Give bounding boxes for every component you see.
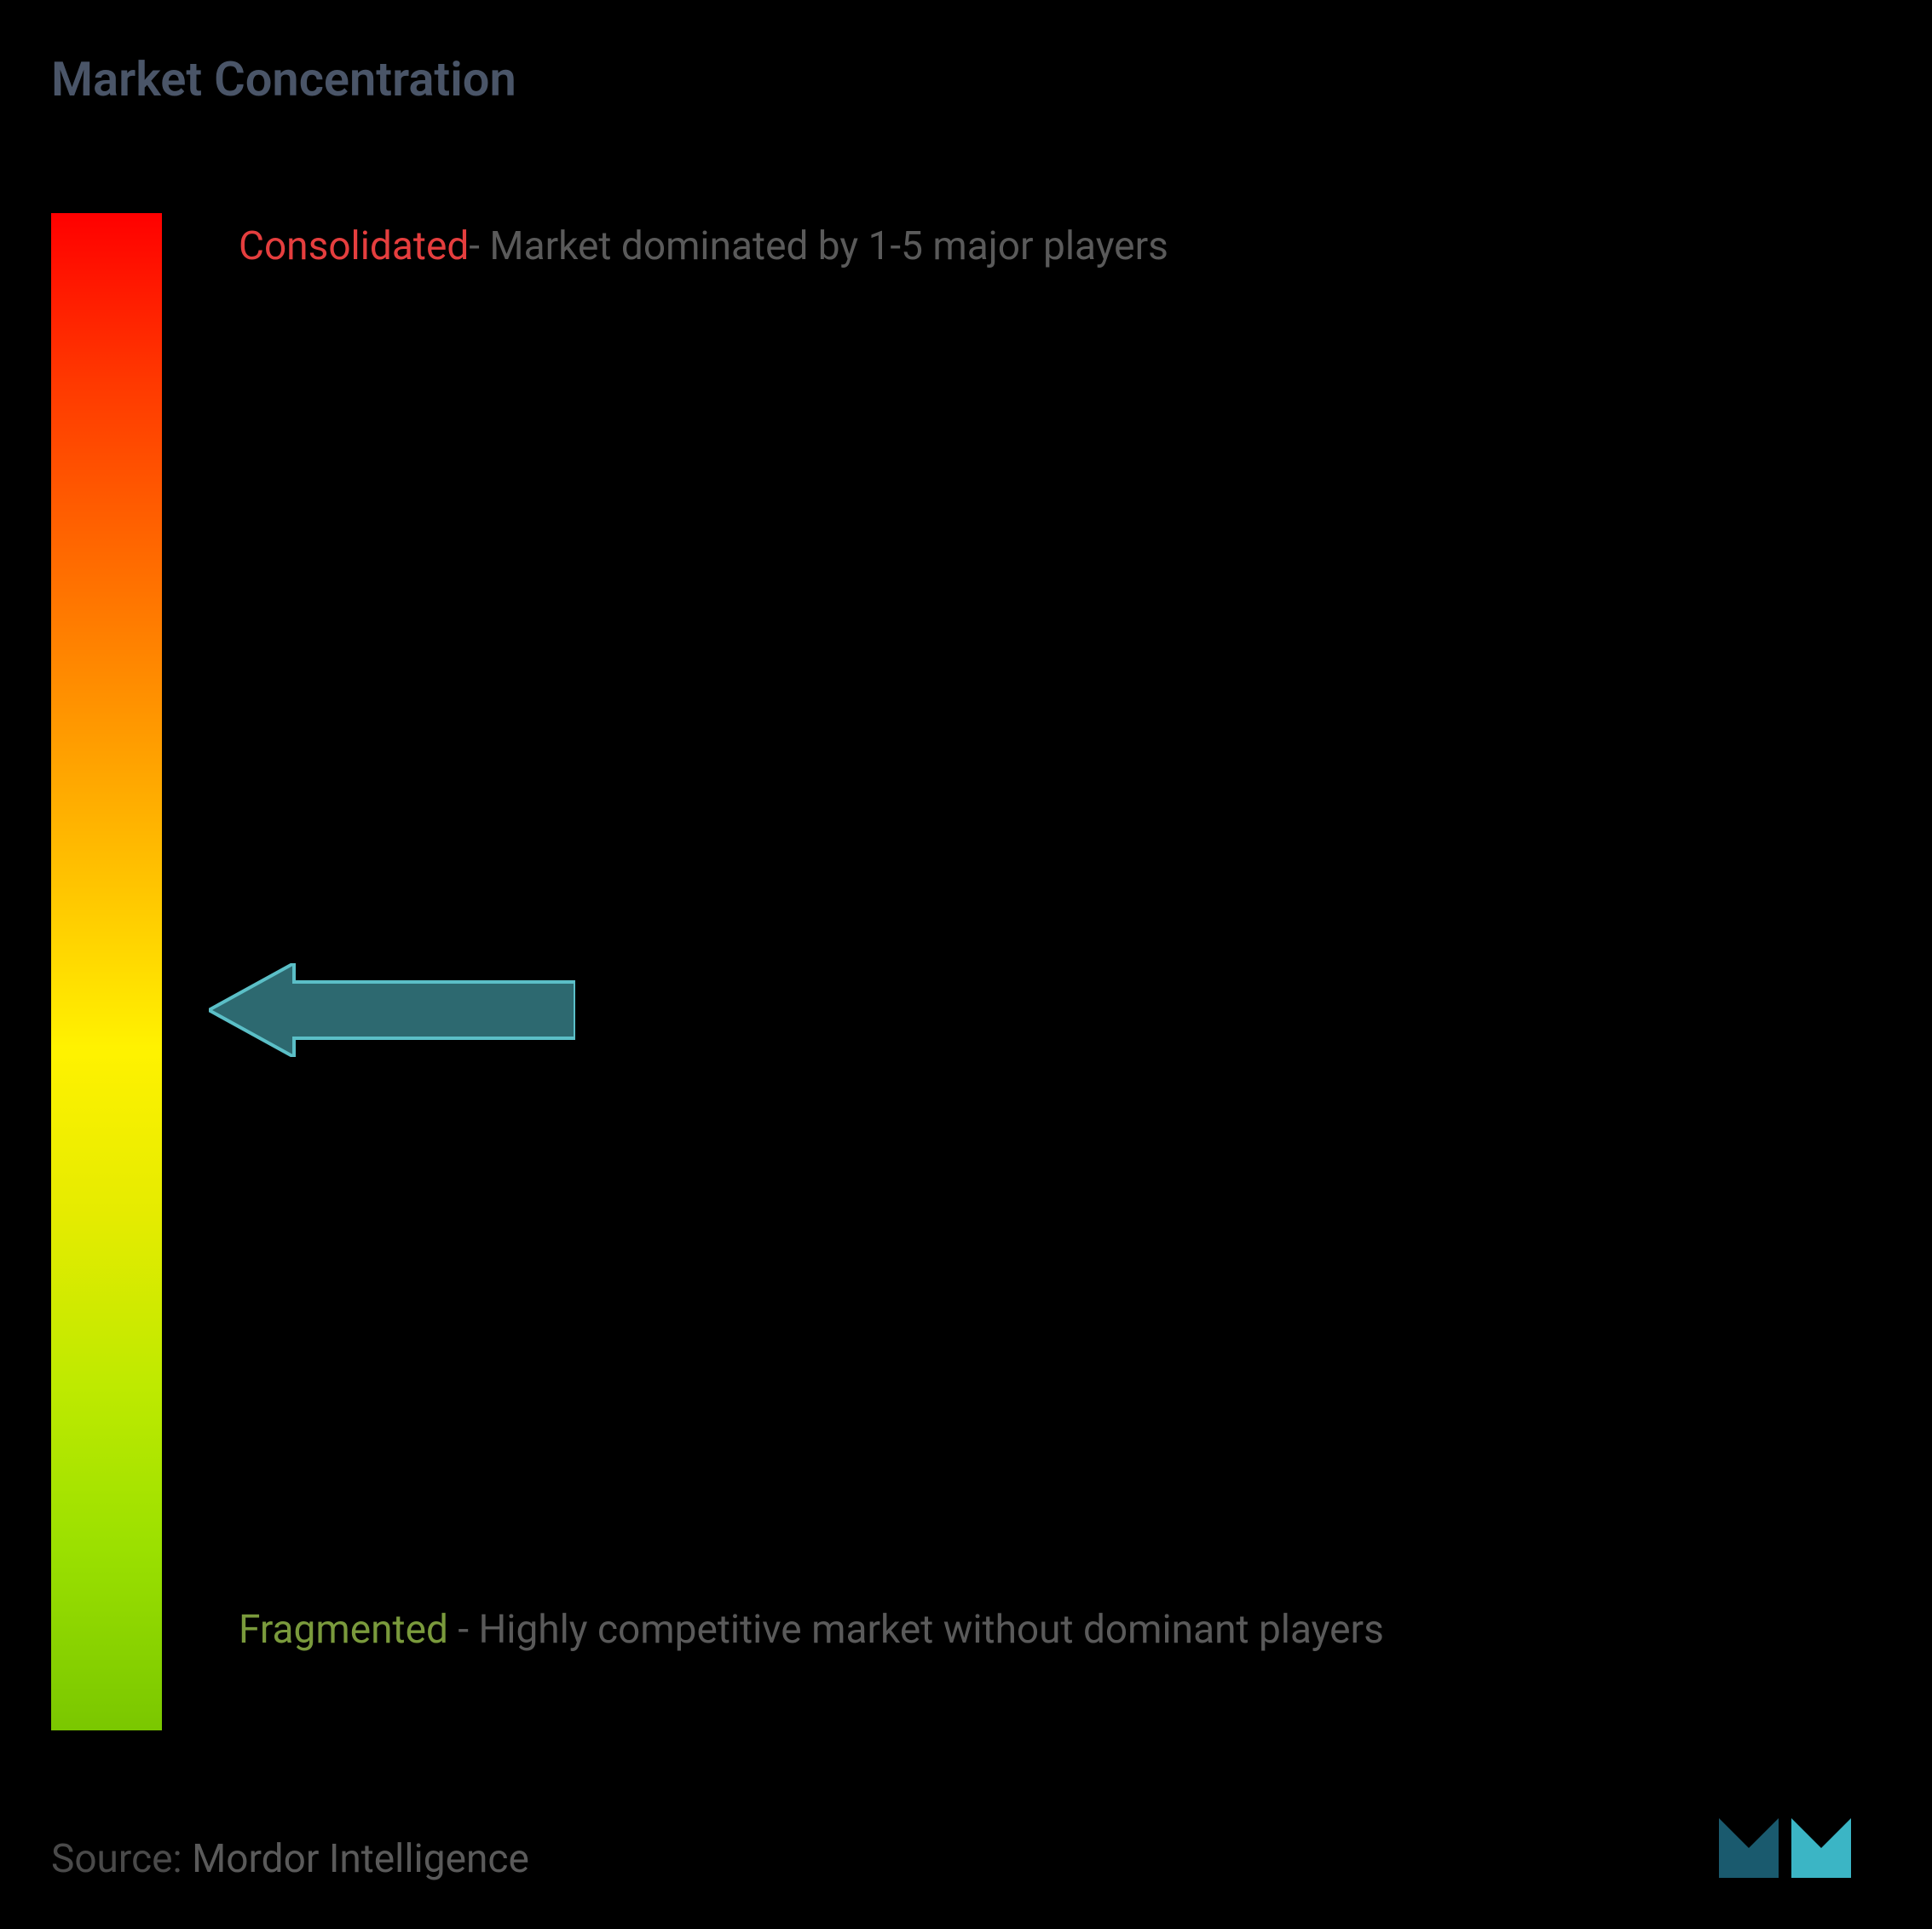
mordor-logo-icon	[1710, 1797, 1864, 1882]
consolidated-description: - Market dominated by 1-5 major players	[469, 223, 1168, 269]
fragmented-description: - Highly competitive market without domi…	[448, 1607, 1384, 1653]
chart-title: Market Concentration	[51, 51, 516, 107]
fragmented-label: Fragmented - Highly competitive market w…	[239, 1594, 1830, 1666]
position-indicator-arrow	[209, 963, 575, 1057]
source-text: Mordor Intelligence	[192, 1836, 529, 1882]
source-label: Source:	[51, 1836, 192, 1882]
consolidated-highlight: Consolidated	[239, 223, 469, 269]
fragmented-highlight: Fragmented	[239, 1607, 448, 1653]
gradient-svg	[51, 213, 162, 1730]
source-attribution: Source: Mordor Intelligence	[51, 1836, 529, 1882]
concentration-gradient-bar	[51, 213, 162, 1730]
consolidated-label: Consolidated- Market dominated by 1-5 ma…	[239, 217, 1168, 276]
